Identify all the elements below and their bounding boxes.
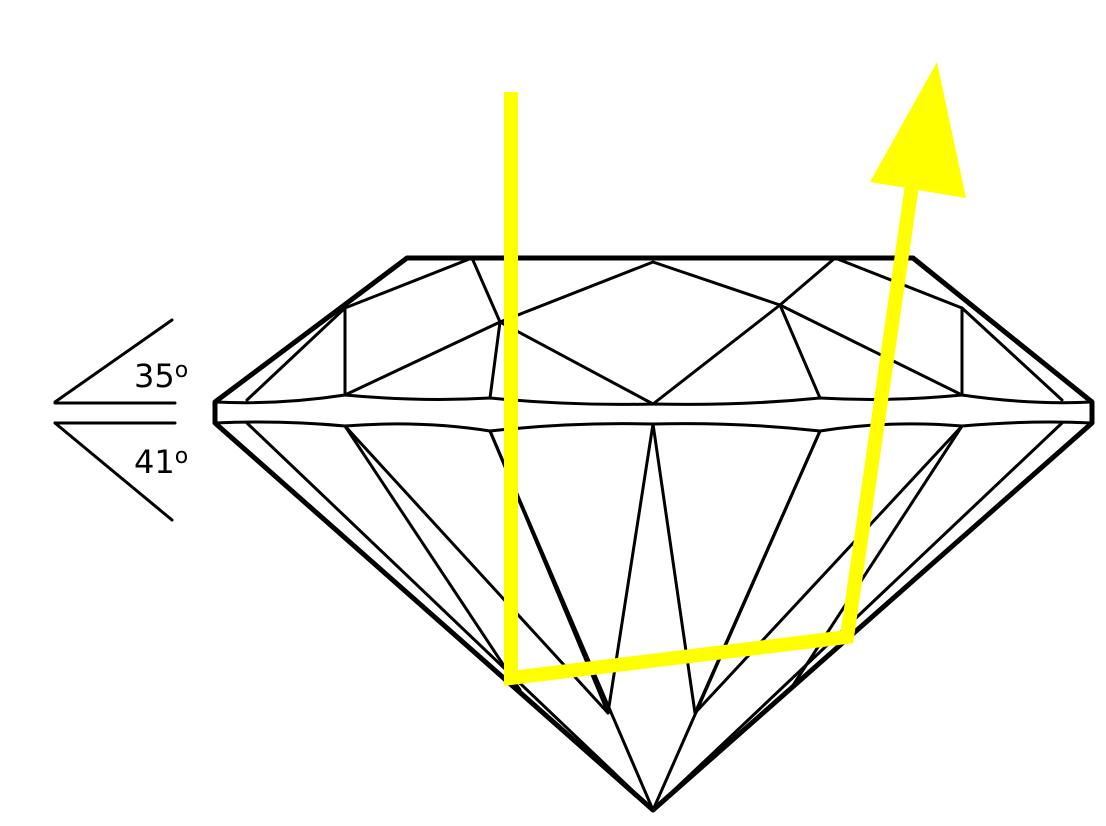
crown-angle-line: [53, 318, 174, 404]
diamond-side-profile-icon: [212, 255, 1095, 813]
diamond-outline: [212, 255, 1095, 813]
crown-angle-label: 35o: [134, 357, 188, 395]
light-ray-path: [504, 92, 919, 686]
pavilion-facets: [245, 421, 1064, 812]
light-ray-arrowhead: [870, 62, 966, 198]
angle-indicator: 35o 41o: [53, 318, 188, 522]
pavilion-angle-line: [53, 421, 174, 522]
light-ray-arrow-icon: [504, 62, 966, 686]
pavilion-angle-label: 41o: [134, 443, 188, 481]
